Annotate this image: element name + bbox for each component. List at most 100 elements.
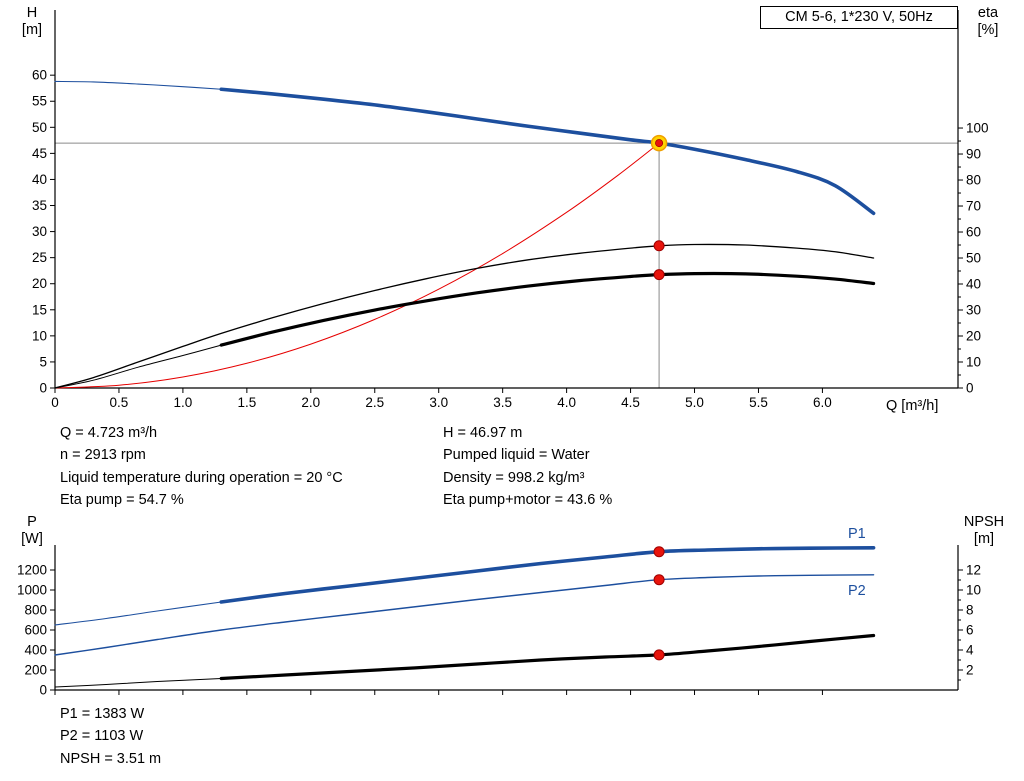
y-right-tick-label: 12: [966, 563, 981, 578]
y-left-tick-label: 55: [32, 94, 47, 109]
y-right-tick-label: 10: [966, 355, 981, 370]
power-npsh-chart: 0 200 400 600 800 1000 1200 2 4 6 8 10 12 P1 P2: [17, 526, 981, 698]
operating-point-dot[interactable]: [653, 546, 665, 558]
axis-name: eta: [977, 5, 999, 21]
y-left-tick-label: 20: [32, 276, 47, 291]
npsh-curve: [54, 678, 222, 688]
x-tick-label: 0.5: [110, 395, 129, 410]
eta-pump-motor-curve: [219, 271, 876, 347]
y-right-tick-label: 50: [966, 251, 981, 266]
head-curve: [54, 80, 222, 90]
y-left-tick-label: 0: [39, 381, 47, 396]
duty-details-left: Q = 4.723 m³/h n = 2913 rpm Liquid tempe…: [60, 422, 343, 512]
x-tick-label: 3.0: [429, 395, 448, 410]
y-right-tick-label: 60: [966, 225, 981, 240]
y-left-tick-label: 400: [24, 643, 47, 658]
x-tick-label: 2.5: [365, 395, 384, 410]
duty-point-dot: [655, 139, 664, 148]
x-tick-label: 4.0: [557, 395, 576, 410]
x-tick-label: 6.0: [813, 395, 832, 410]
y-right-tick-label: 20: [966, 329, 981, 344]
y-right-tick-label: 4: [966, 643, 974, 658]
x-tick-label: 0: [51, 395, 59, 410]
y-left-tick-label: 200: [24, 663, 47, 678]
x-tick-label: 3.5: [493, 395, 512, 410]
detail-line: NPSH = 3.51 m: [60, 750, 162, 767]
axis-unit: [m]: [973, 531, 995, 547]
axis-unit: [W]: [21, 531, 43, 547]
y-right-tick-label: 30: [966, 303, 981, 318]
head-curve: [219, 87, 876, 216]
x-tick-label: 5.5: [749, 395, 768, 410]
y-left-tick-label: 1200: [17, 563, 47, 578]
y-left-tick-label: 1000: [17, 583, 47, 598]
y-left-tick-label: 45: [32, 146, 47, 161]
y-left-tick-label: 800: [24, 603, 47, 618]
x-tick-label: 2.0: [301, 395, 320, 410]
y-left-tick-label: 40: [32, 172, 47, 187]
y-left-tick-label: 600: [24, 623, 47, 638]
y-left-tick-label: 60: [32, 68, 47, 83]
y-right-tick-label: 100: [966, 121, 989, 136]
y-left-tick-label: 50: [32, 120, 47, 135]
y-right-tick-label: 6: [966, 623, 974, 638]
x-tick-label: 4.5: [621, 395, 640, 410]
eta-pump-motor-curve: [54, 344, 222, 389]
duty-details-right: H = 46.97 m Pumped liquid = Water Densit…: [443, 422, 612, 512]
y-left-tick-label: 10: [32, 328, 47, 343]
detail-line: Pumped liquid = Water: [443, 447, 590, 464]
y-left-tick-label: 15: [32, 302, 47, 317]
y-axis-title-power: P [W]: [14, 514, 50, 548]
axis-unit: [%]: [977, 22, 999, 38]
y-axis-title-head: H [m]: [14, 5, 50, 39]
y-right-tick-label: 8: [966, 603, 974, 618]
y-right-tick-label: 90: [966, 147, 981, 162]
detail-line: P2 = 1103 W: [60, 728, 144, 745]
detail-line: P1 = 1383 W: [60, 706, 145, 722]
detail-line: H = 46.97 m: [443, 425, 523, 441]
y-left-tick-label: 25: [32, 250, 47, 265]
y-left-tick-label: 30: [32, 224, 47, 239]
detail-line: Density = 998.2 kg/m³: [443, 469, 585, 486]
operating-point-dot[interactable]: [653, 269, 665, 281]
x-tick-label: 1.5: [237, 395, 256, 410]
detail-line: n = 2913 rpm: [60, 447, 146, 464]
y-right-tick-label: 0: [966, 381, 974, 396]
y-right-tick-label: 10: [966, 583, 981, 598]
y-left-tick-label: 5: [39, 354, 47, 369]
y-axis-title-eta: eta [%]: [966, 5, 1010, 39]
detail-line: Liquid temperature during operation = 20…: [60, 469, 343, 486]
performance-chart: 0 0.5 1.0 1.5 2.0 2.5 3.0 3.5 4.0 4.5 5.0 5.5 6.0 0 5 1…: [32, 10, 989, 410]
p1-curve: [54, 601, 222, 626]
series-label-p1: P1: [848, 526, 866, 542]
axis-unit: [m]: [21, 22, 43, 38]
series-label-p2: P2: [848, 583, 866, 599]
x-axis-title-flow: Q [m³/h]: [886, 398, 939, 414]
x-tick-label: 5.0: [685, 395, 704, 410]
y-right-tick-label: 40: [966, 277, 981, 292]
operating-point-dot[interactable]: [653, 574, 665, 586]
y-axis-title-npsh: NPSH [m]: [958, 514, 1010, 548]
system-curve: [54, 142, 660, 389]
y-right-tick-label: 80: [966, 173, 981, 188]
npsh-curve: [219, 633, 876, 681]
p1-curve: [219, 546, 876, 604]
axis-name: NPSH: [963, 514, 1005, 530]
detail-line: Eta pump+motor = 43.6 %: [443, 492, 613, 509]
duty-point-marker[interactable]: [650, 134, 668, 152]
y-left-tick-label: 0: [39, 683, 47, 698]
x-tick-label: 1.0: [174, 395, 193, 410]
operating-point-dot[interactable]: [653, 649, 665, 661]
y-right-tick-label: 2: [966, 663, 974, 678]
power-details: P1 = 1383 W P2 = 1103 W NPSH = 3.51 m: [60, 703, 161, 770]
operating-point-dot[interactable]: [653, 240, 665, 252]
axis-name: H: [26, 5, 38, 21]
pump-model-title: CM 5-6, 1*230 V, 50Hz: [760, 6, 958, 29]
axis-name: P: [27, 514, 37, 530]
y-right-tick-label: 70: [966, 199, 981, 214]
eta-pump-curve: [54, 243, 875, 389]
detail-line: Eta pump = 54.7 %: [60, 492, 184, 509]
p2-curve: [54, 574, 875, 656]
